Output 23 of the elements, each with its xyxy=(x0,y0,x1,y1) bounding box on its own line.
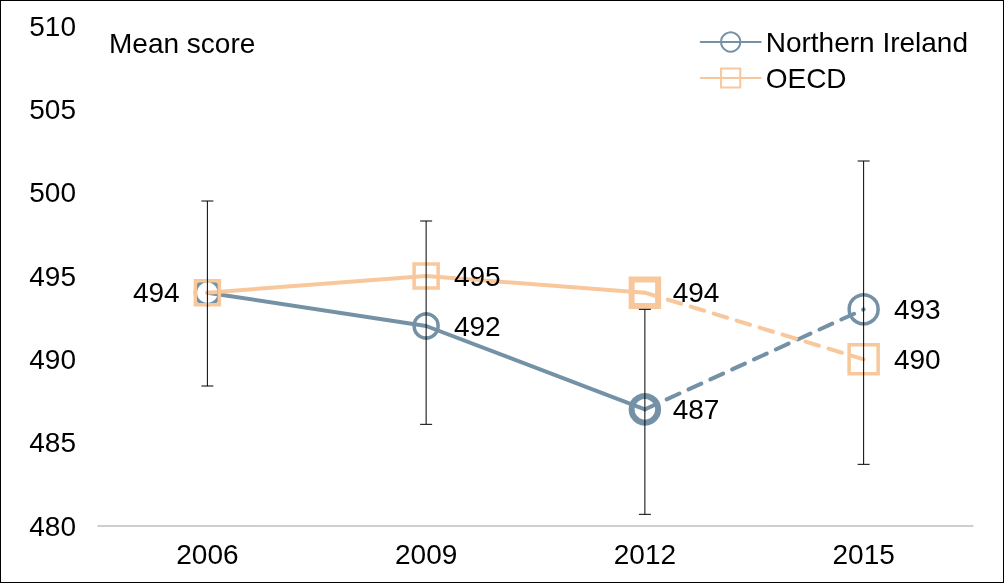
data-label: 487 xyxy=(672,393,720,425)
data-label: 492 xyxy=(453,310,501,342)
x-tick-label: 2012 xyxy=(613,538,677,570)
y-axis-title: Mean score xyxy=(109,27,256,59)
data-label: 493 xyxy=(893,293,941,325)
data-label: 490 xyxy=(893,343,941,375)
point xyxy=(412,312,440,340)
y-tick-label: 500 xyxy=(29,177,76,209)
point xyxy=(847,293,880,326)
y-tick-label: 495 xyxy=(29,260,76,292)
y-tick-label: 510 xyxy=(29,10,76,42)
x-tick-label: 2009 xyxy=(394,538,458,570)
data-label: 495 xyxy=(453,260,501,292)
legend-label: OECD xyxy=(765,62,847,94)
y-tick-label: 485 xyxy=(29,427,76,459)
data-label: 494 xyxy=(672,277,720,309)
legend-label: Northern Ireland xyxy=(765,26,969,58)
x-tick-label: 2006 xyxy=(176,538,239,570)
y-tick-label: 490 xyxy=(29,343,76,375)
y-tick-label: 480 xyxy=(29,510,76,542)
data-label: 494 xyxy=(132,277,180,309)
y-tick-label: 505 xyxy=(29,93,76,125)
x-tick-label: 2015 xyxy=(832,538,895,570)
